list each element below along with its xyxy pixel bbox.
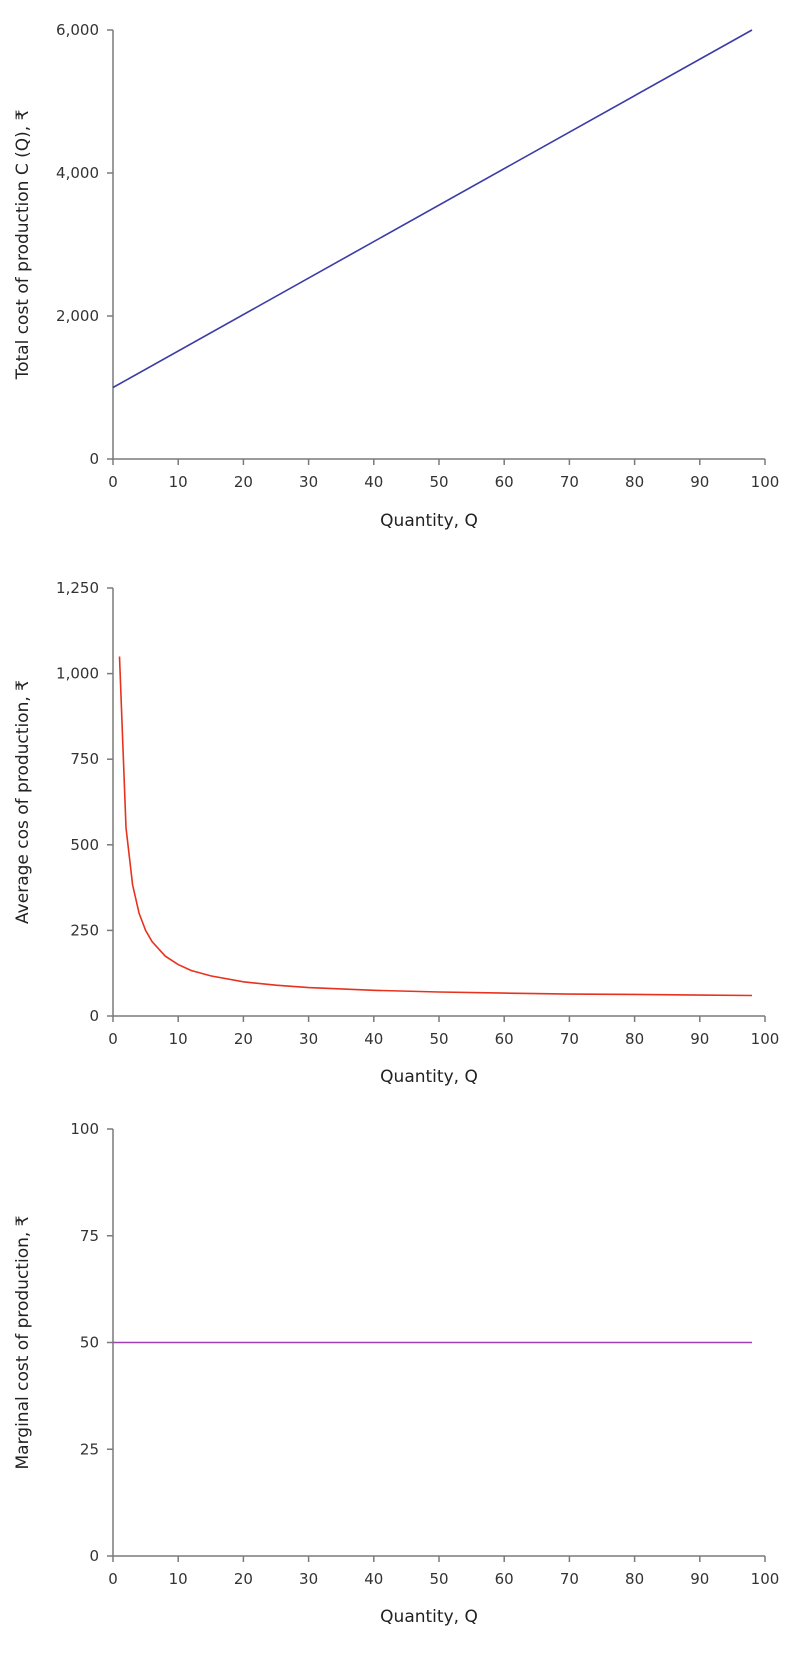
chart-panel-1: 0 10 20 30 40 50 60 70 80 90 100 0 2,000 4,000 6,000 Qu… — [13, 21, 779, 531]
x-tick-label: 100 — [751, 1570, 780, 1588]
x-tick-label: 20 — [234, 1030, 253, 1048]
x-tick-label: 50 — [429, 473, 448, 491]
y-tick-label: 2,000 — [56, 307, 99, 325]
x-tick-label: 80 — [625, 1570, 644, 1588]
x-tick-label: 0 — [108, 1570, 118, 1588]
y-tick-label: 6,000 — [56, 21, 99, 39]
y-axis-label: Average cos of production, ₹ — [13, 680, 33, 924]
x-tick-label: 40 — [364, 473, 383, 491]
x-axis-label: Quantity, Q — [380, 1067, 478, 1087]
y-tick-label: 0 — [89, 1547, 99, 1565]
x-axis-label: Quantity, Q — [380, 511, 478, 531]
x-tick-label: 60 — [495, 1030, 514, 1048]
x-tick-label: 100 — [751, 473, 780, 491]
x-tick-label: 20 — [234, 473, 253, 491]
x-tick-label: 0 — [108, 1030, 118, 1048]
y-tick-label: 75 — [80, 1227, 99, 1245]
y-tick-label: 1,250 — [56, 579, 99, 597]
x-tick-label: 60 — [495, 473, 514, 491]
x-axis-label: Quantity, Q — [380, 1607, 478, 1627]
x-tick-label: 10 — [169, 473, 188, 491]
x-tick-label: 90 — [690, 1030, 709, 1048]
y-tick-label: 250 — [70, 921, 99, 939]
x-tick-label: 80 — [625, 473, 644, 491]
x-tick-label: 10 — [169, 1030, 188, 1048]
x-tick-label: 90 — [690, 1570, 709, 1588]
x-tick-label: 30 — [299, 1030, 318, 1048]
x-tick-label: 40 — [364, 1570, 383, 1588]
y-tick-label: 4,000 — [56, 164, 99, 182]
y-tick-label: 1,000 — [56, 665, 99, 683]
x-tick-label: 50 — [429, 1570, 448, 1588]
x-tick-label: 30 — [299, 473, 318, 491]
y-tick-label: 0 — [89, 1007, 99, 1025]
y-tick-label: 50 — [80, 1334, 99, 1352]
y-tick-label: 25 — [80, 1440, 99, 1458]
y-tick-label: 100 — [70, 1120, 99, 1138]
y-axis-label: Total cost of production C (Q), ₹ — [13, 110, 33, 381]
y-tick-label: 0 — [89, 450, 99, 468]
x-tick-label: 90 — [690, 473, 709, 491]
x-tick-label: 60 — [495, 1570, 514, 1588]
x-tick-label: 30 — [299, 1570, 318, 1588]
x-tick-label: 70 — [560, 1030, 579, 1048]
x-tick-label: 70 — [560, 1570, 579, 1588]
series-line-1 — [112, 29, 753, 389]
x-tick-label: 70 — [560, 473, 579, 491]
y-tick-label: 750 — [70, 750, 99, 768]
x-tick-label: 50 — [429, 1030, 448, 1048]
x-tick-label: 20 — [234, 1570, 253, 1588]
chart-panel-2: 0 10 20 30 40 50 60 70 80 90 100 0 250 500 750 1,000 1,2… — [13, 579, 779, 1087]
series-line-1 — [118, 656, 753, 997]
y-tick-label: 500 — [70, 836, 99, 854]
y-axis-label: Marginal cost of production, ₹ — [13, 1216, 33, 1470]
x-tick-label: 10 — [169, 1570, 188, 1588]
chart-panel-3: 0 10 20 30 40 50 60 70 80 90 100 0 25 50 75 100 Quantity… — [13, 1120, 779, 1627]
x-tick-label: 40 — [364, 1030, 383, 1048]
x-tick-label: 80 — [625, 1030, 644, 1048]
x-tick-label: 100 — [751, 1030, 780, 1048]
x-tick-label: 0 — [108, 473, 118, 491]
